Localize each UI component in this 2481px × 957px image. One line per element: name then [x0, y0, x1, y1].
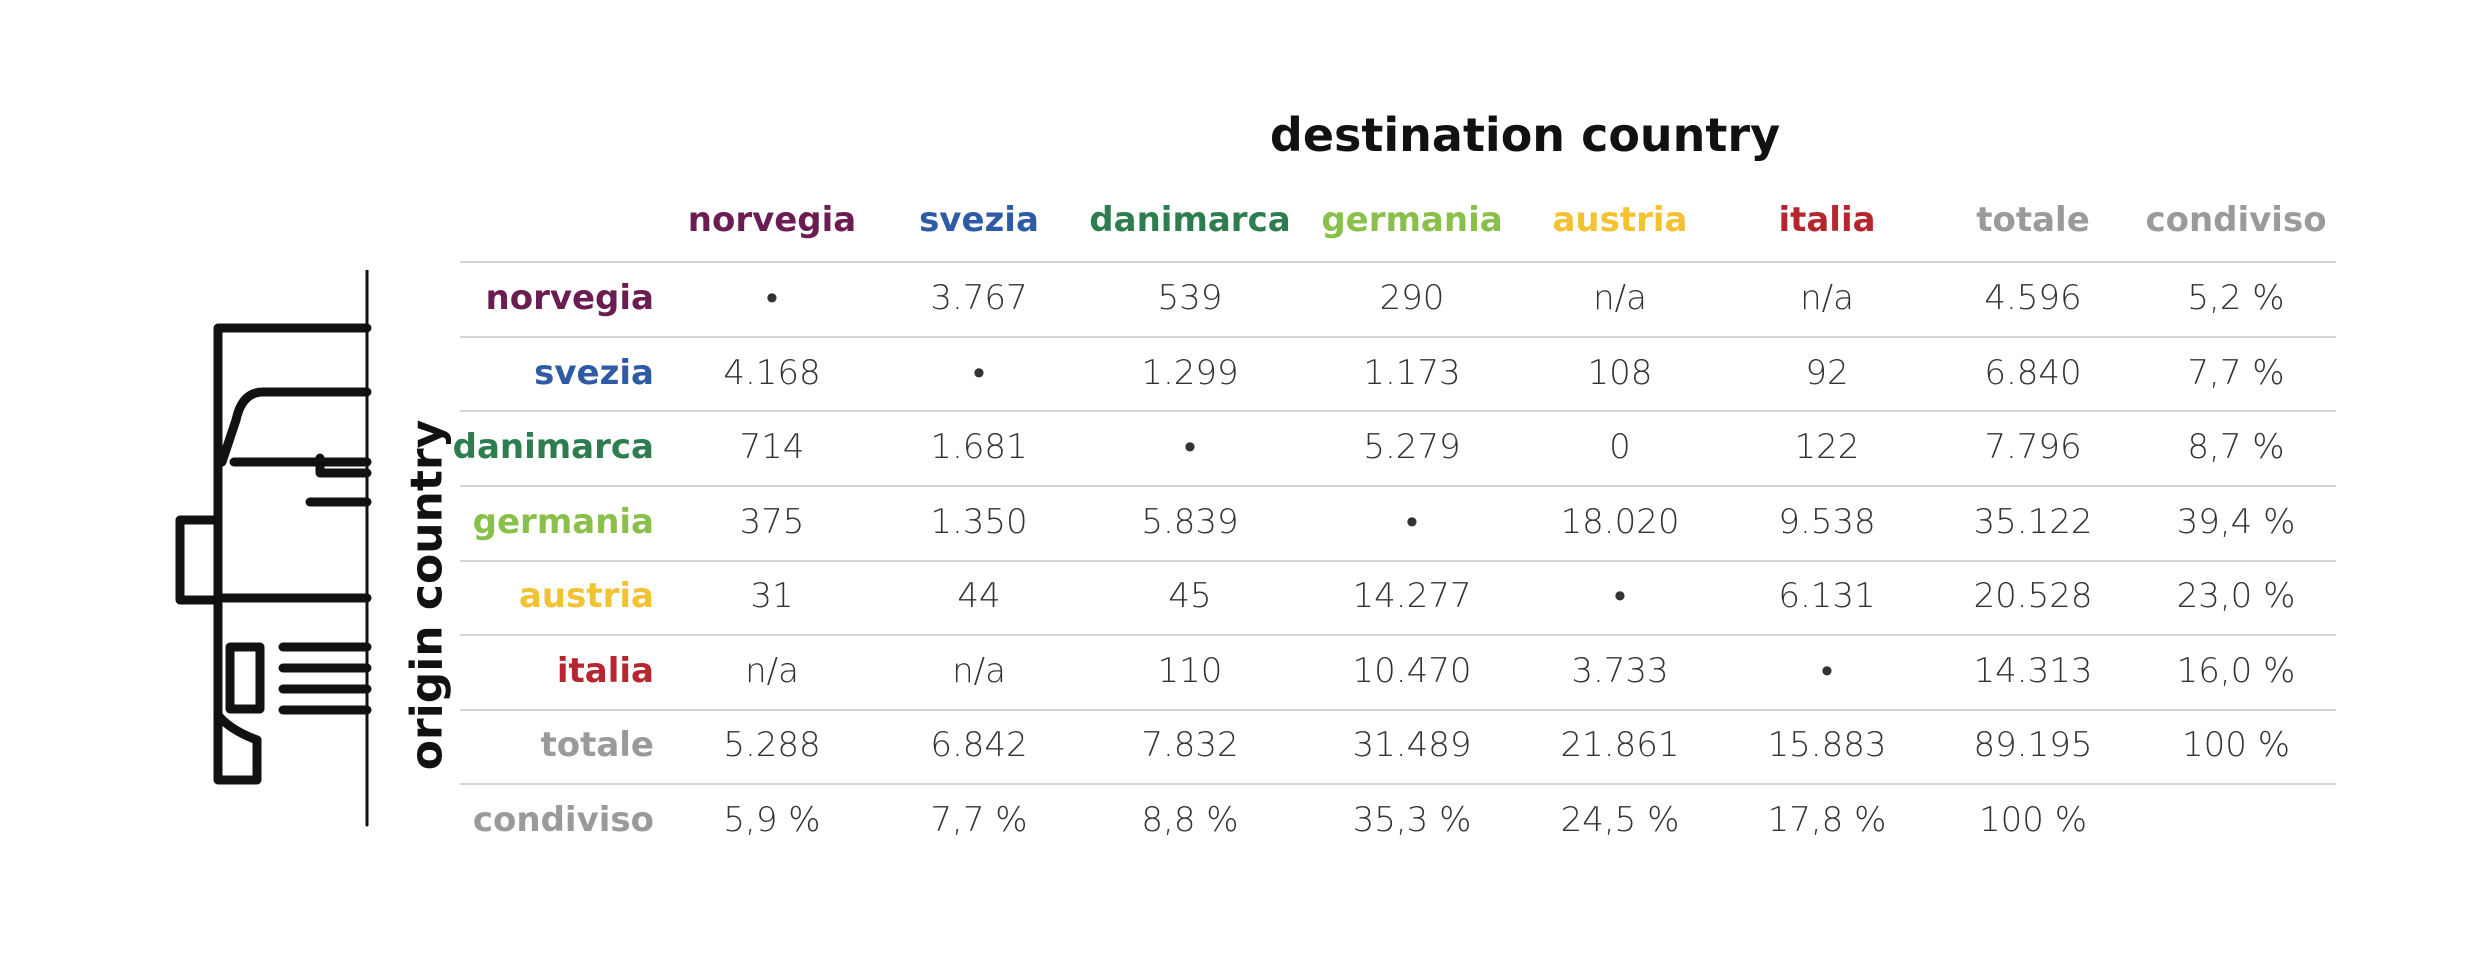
table-cell: 23,0 % [2176, 576, 2296, 616]
truck-icon [175, 270, 372, 827]
table-cell: 5.839 [1141, 502, 1239, 542]
row-header-germania: germania [472, 502, 654, 542]
table-rule [460, 336, 2336, 338]
table-cell: • [1184, 427, 1196, 467]
table-cell: 8,8 % [1141, 800, 1239, 840]
table-cell: 5.288 [723, 725, 821, 765]
table-rule [460, 783, 2336, 785]
table-cell: 714 [739, 427, 805, 467]
table-cell: 45 [1168, 576, 1212, 616]
table-rule [460, 261, 2336, 263]
column-header-norvegia: norvegia [687, 200, 857, 240]
table-cell: 7.832 [1141, 725, 1239, 765]
table-cell: 375 [739, 502, 805, 542]
table-cell: 14.277 [1352, 576, 1472, 616]
table-cell: 0 [1609, 427, 1631, 467]
table-cell: 31 [750, 576, 794, 616]
table-cell: 24,5 % [1560, 800, 1680, 840]
table-cell: 10.470 [1352, 651, 1472, 691]
table-cell: 3.767 [930, 278, 1028, 318]
table-cell: 1.350 [930, 502, 1028, 542]
table-cell: n/a [1593, 278, 1647, 318]
table-cell: 110 [1157, 651, 1223, 691]
table-cell: 100 % [1978, 800, 2087, 840]
table-cell: • [766, 278, 778, 318]
row-header-svezia: svezia [534, 353, 654, 393]
table-cell: 1.299 [1141, 353, 1239, 393]
table-rule [460, 410, 2336, 412]
table-rule [460, 634, 2336, 636]
table-cell: • [1406, 502, 1418, 542]
row-header-totale: totale [540, 725, 654, 765]
table-cell: 1.173 [1363, 353, 1461, 393]
table-cell: 539 [1157, 278, 1223, 318]
table-cell: n/a [1800, 278, 1854, 318]
table-rule [460, 560, 2336, 562]
column-header-danimarca: danimarca [1089, 200, 1291, 240]
table-cell: 5.279 [1363, 427, 1461, 467]
table-cell: 6.842 [930, 725, 1028, 765]
table-cell: 35.122 [1973, 502, 2093, 542]
table-cell: 5,2 % [2187, 278, 2285, 318]
row-header-condiviso: condiviso [472, 800, 654, 840]
table-cell: n/a [745, 651, 799, 691]
table-cell: 39,4 % [2176, 502, 2296, 542]
table-cell: n/a [952, 651, 1006, 691]
table-title: destination country [1269, 108, 1781, 162]
table-cell: 100 % [2181, 725, 2290, 765]
table-cell: 108 [1587, 353, 1653, 393]
table-cell: 1.681 [930, 427, 1028, 467]
row-header-italia: italia [556, 651, 654, 691]
table-cell: 18.020 [1560, 502, 1680, 542]
table-cell: 4.596 [1984, 278, 2082, 318]
column-header-svezia: svezia [919, 200, 1039, 240]
table-cell: 16,0 % [2176, 651, 2296, 691]
table-cell: 122 [1794, 427, 1860, 467]
column-header-totale: totale [1976, 200, 2090, 240]
table-cell: 15.883 [1767, 725, 1887, 765]
table-cell: 89.195 [1973, 725, 2093, 765]
table-cell: 7.796 [1984, 427, 2082, 467]
table-cell: 6.840 [1984, 353, 2082, 393]
table-cell: 44 [957, 576, 1001, 616]
table-cell: 3.733 [1571, 651, 1669, 691]
row-header-norvegia: norvegia [485, 278, 655, 318]
table-cell: 7,7 % [2187, 353, 2285, 393]
column-header-condiviso: condiviso [2145, 200, 2327, 240]
table-cell: 92 [1805, 353, 1849, 393]
table-cell: • [1821, 651, 1833, 691]
table-rule [460, 485, 2336, 487]
table-cell: • [1614, 576, 1626, 616]
row-header-danimarca: danimarca [452, 427, 654, 467]
table-cell: • [973, 353, 985, 393]
table-cell: 5,9 % [723, 800, 821, 840]
table-cell: 31.489 [1352, 725, 1472, 765]
column-header-germania: germania [1321, 200, 1503, 240]
column-header-austria: austria [1552, 200, 1688, 240]
table-cell: 8,7 % [2187, 427, 2285, 467]
row-header-austria: austria [518, 576, 654, 616]
table-rule [460, 709, 2336, 711]
table-cell: 14.313 [1973, 651, 2093, 691]
table-cell: 20.528 [1973, 576, 2093, 616]
table-cell: 9.538 [1778, 502, 1876, 542]
table-cell: 6.131 [1778, 576, 1876, 616]
table-cell: 4.168 [723, 353, 821, 393]
table-cell: 35,3 % [1352, 800, 1472, 840]
column-header-italia: italia [1778, 200, 1876, 240]
table-cell: 290 [1379, 278, 1445, 318]
table-cell: 7,7 % [930, 800, 1028, 840]
table-cell: 17,8 % [1767, 800, 1887, 840]
table-cell: 21.861 [1560, 725, 1680, 765]
